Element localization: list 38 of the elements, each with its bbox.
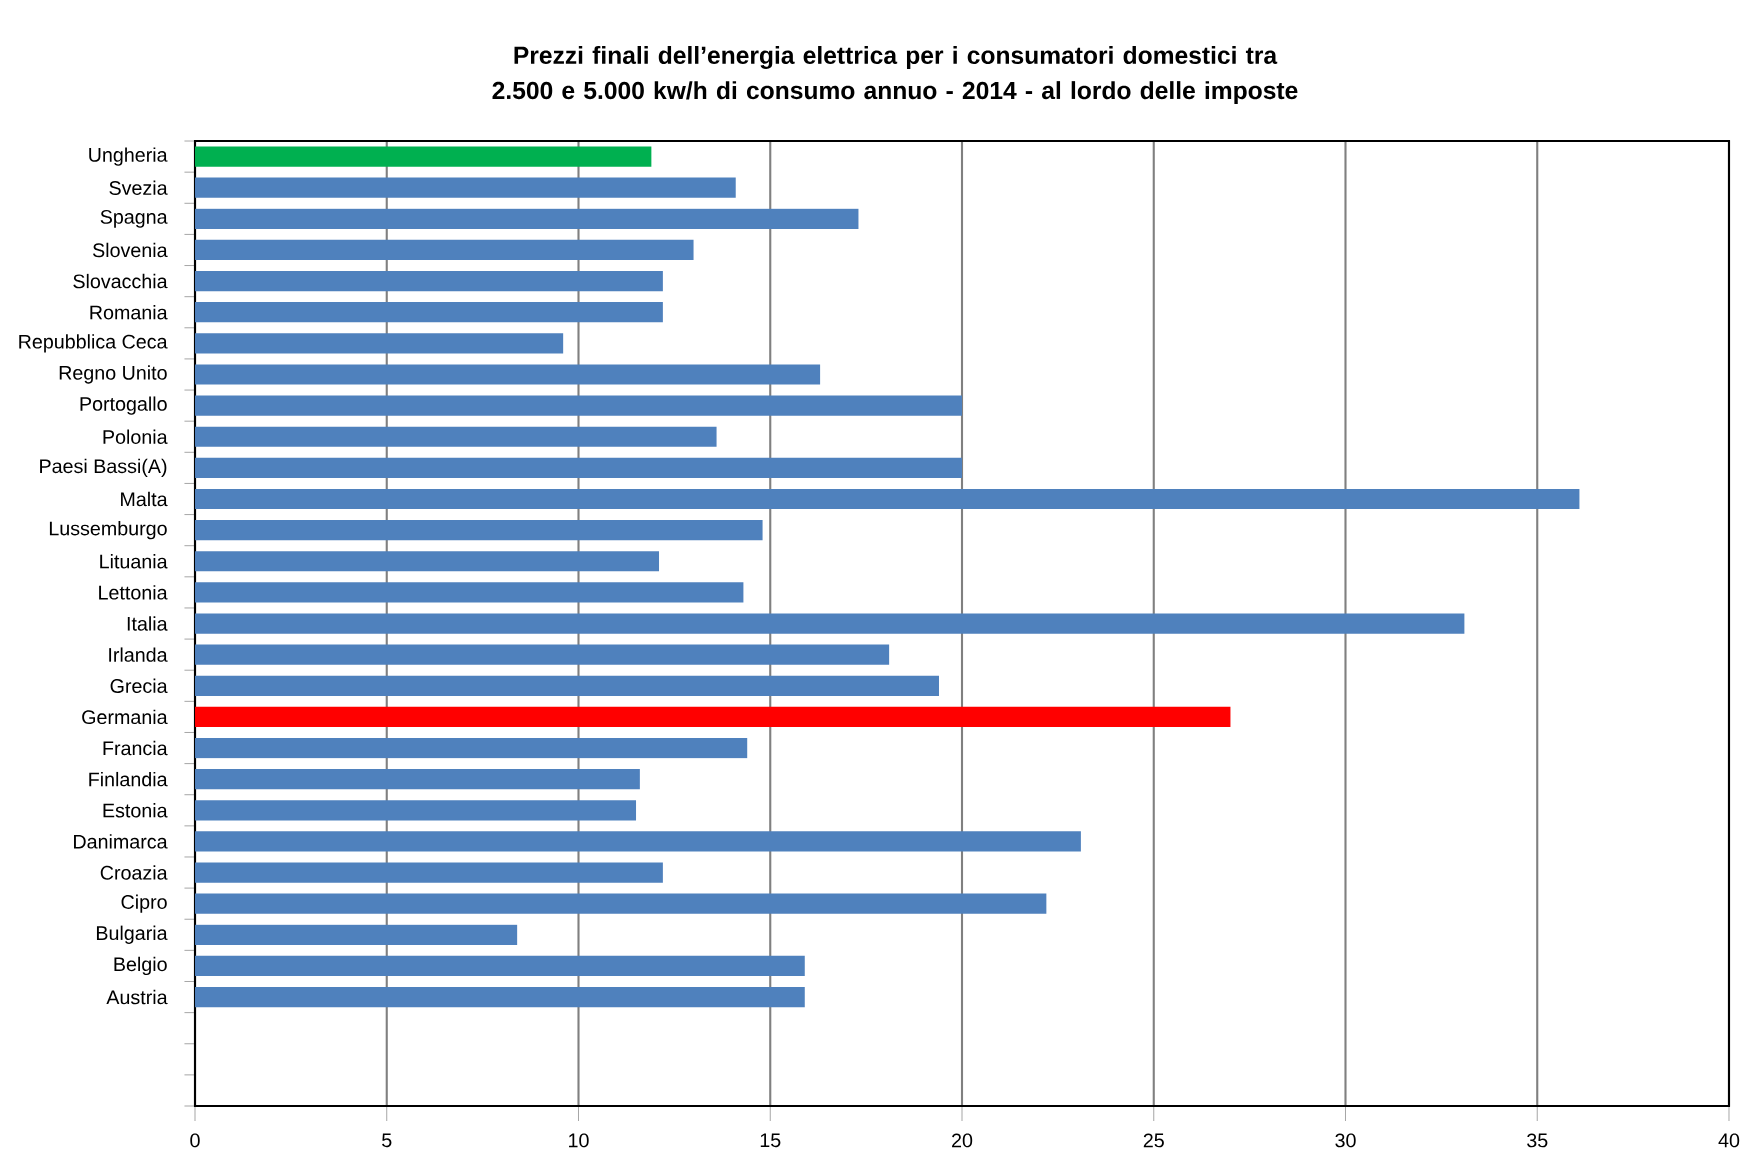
y-tick-label: Regno Unito (59, 365, 167, 384)
y-tick-label: Lussemburgo (49, 520, 167, 540)
y-tick-label: Spagna (100, 209, 168, 228)
x-tick-label: 30 (1335, 1133, 1356, 1148)
y-tick-label: Romania (90, 304, 168, 320)
y-tick-label: Croazia (100, 865, 168, 880)
chart-title: Prezzi finali dell’energia elettrica per i consumatori domestici tra 2.500 e 5.000 kw/h di consumo annuo - 2014 - al lordo delle imposte (492, 45, 1298, 105)
y-tick-label: Cipro (121, 894, 167, 913)
x-tick-label: 10 (569, 1133, 589, 1148)
x-tick-label: 15 (760, 1133, 781, 1148)
y-tick-label: Polonia (103, 429, 168, 444)
y-tick-label: Portogallo (80, 396, 167, 415)
y-tick-label: Malta (121, 491, 168, 507)
y-tick-label: Irlanda (109, 647, 168, 662)
y-tick-label: Estonia (103, 803, 168, 818)
x-tick-label: 25 (1143, 1133, 1164, 1148)
y-tick-label: Svezia (109, 180, 168, 195)
y-tick-label: Bulgaria (96, 925, 168, 944)
y-tick-label: Lituania (100, 554, 168, 569)
x-tick-label: 35 (1527, 1133, 1548, 1148)
y-tick-label: Repubblica Ceca (19, 334, 168, 353)
y-tick-label: Danimarca (74, 834, 168, 849)
y-tick-label: Paesi Bassi(A) (40, 458, 167, 478)
x-tick-label: 0 (190, 1133, 200, 1148)
y-tick-label: Germania (82, 709, 168, 725)
x-tick-label: 20 (952, 1133, 973, 1148)
y-tick-label: Ungheria (89, 147, 168, 166)
y-tick-label: Slovacchia (73, 273, 168, 289)
x-tick-label: 40 (1718, 1133, 1740, 1148)
y-tick-label: Grecia (110, 678, 168, 693)
y-tick-label: Finlandia (89, 771, 168, 787)
y-tick-label: Austria (106, 989, 168, 1005)
x-tick-label: 5 (382, 1133, 392, 1148)
y-tick-label: Slovenia (92, 242, 168, 258)
y-tick-label: Belgio (114, 956, 167, 976)
y-tick-label: Francia (103, 740, 168, 756)
y-tick-label: Italia (127, 616, 168, 631)
y-tick-label: Lettonia (99, 585, 168, 600)
